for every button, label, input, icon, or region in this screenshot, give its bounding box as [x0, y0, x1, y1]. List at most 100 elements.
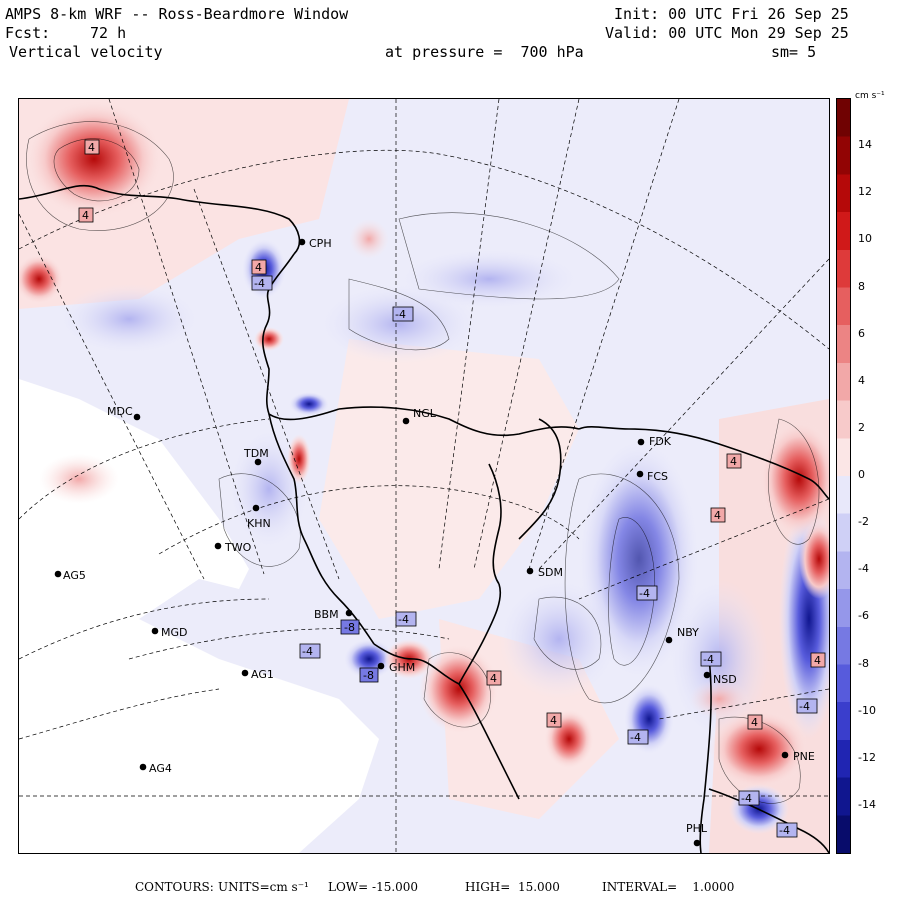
init-time: Init: 00 UTC Fri 26 Sep 25 — [614, 5, 849, 23]
station-ag1[interactable]: AG1 — [241, 668, 274, 681]
svg-text:4: 4 — [751, 716, 758, 729]
ascent-blob-1 — [319, 284, 479, 364]
svg-text:PNE: PNE — [793, 750, 815, 763]
descent-blob-4 — [759, 419, 829, 539]
warm-region-central — [319, 339, 579, 619]
contour-label: -8 — [340, 619, 360, 635]
colorbar-tick: -12 — [858, 750, 876, 764]
svg-text:4: 4 — [550, 714, 557, 727]
svg-text:4: 4 — [714, 509, 721, 522]
forecast-hour: 72 h — [90, 24, 127, 42]
svg-text:PHL: PHL — [686, 822, 708, 835]
station-mgd[interactable]: MGD — [151, 626, 188, 639]
contour-label: -4 — [627, 729, 649, 745]
contour-label: 4 — [251, 259, 267, 275]
station-markers: CPH MDC NGL FDK TDM FCS KHN TWO AG5 SDM … — [54, 237, 815, 847]
descent-blob-12 — [39, 454, 119, 504]
contour-label: -4 — [636, 585, 658, 601]
svg-text:-8: -8 — [363, 669, 374, 682]
colorbar-tick: -10 — [858, 703, 876, 717]
svg-text:MDC: MDC — [107, 405, 133, 418]
contour-label: -4 — [796, 698, 818, 714]
svg-text:-4: -4 — [398, 613, 409, 626]
descent-blob-9 — [254, 327, 284, 351]
station-nby[interactable]: NBY — [665, 626, 699, 644]
svg-text:NGL: NGL — [413, 407, 437, 420]
colorbar-tick: -6 — [858, 609, 869, 623]
svg-text:-4: -4 — [799, 700, 810, 713]
station-ghm[interactable]: GHM — [377, 661, 416, 674]
station-fcs[interactable]: FCS — [636, 470, 668, 483]
svg-text:AG5: AG5 — [63, 569, 86, 582]
svg-text:4: 4 — [490, 672, 497, 685]
svg-text:-8: -8 — [344, 621, 355, 634]
descent-blob-10 — [689, 679, 749, 719]
contour-label: -4 — [700, 651, 722, 667]
contour-label: 4 — [84, 139, 100, 155]
svg-text:KHN: KHN — [247, 517, 271, 530]
station-mdc[interactable]: MDC — [107, 405, 141, 421]
svg-text:NSD: NSD — [713, 673, 737, 686]
colorbar-tick: 10 — [858, 232, 872, 246]
descent-blob-13 — [799, 519, 829, 599]
station-ag4[interactable]: AG4 — [139, 762, 172, 775]
svg-text:NBY: NBY — [677, 626, 699, 639]
station-khn[interactable]: KHN — [247, 504, 271, 530]
colorbar-unit: cm s⁻¹ — [855, 91, 885, 101]
ascent-blob-13 — [59, 284, 199, 354]
svg-text:AG4: AG4 — [149, 762, 172, 775]
colorbar-tick: -8 — [858, 656, 869, 670]
station-sdm[interactable]: SDM — [526, 566, 563, 579]
colorbar-tick: 4 — [858, 373, 865, 387]
colorbar-tick: 6 — [858, 326, 865, 340]
svg-text:4: 4 — [82, 209, 89, 222]
station-cph[interactable]: CPH — [298, 237, 332, 250]
contours-label: CONTOURS: — [135, 880, 214, 894]
svg-text:TDM: TDM — [243, 447, 269, 460]
contour-units: UNITS=cm s⁻¹ — [218, 880, 309, 894]
map-title: AMPS 8-km WRF -- Ross-Beardmore Window — [5, 5, 349, 23]
contour-label: 4 — [726, 453, 742, 469]
station-two[interactable]: TWO — [214, 541, 252, 554]
svg-text:-4: -4 — [639, 587, 650, 600]
contour-label: -4 — [392, 306, 414, 322]
contour-low: LOW= -15.000 — [328, 880, 419, 894]
descent-blob-1 — [24, 99, 164, 219]
missing-data-area — [19, 379, 379, 853]
colorbar-tick: -2 — [858, 515, 869, 529]
svg-text:TWO: TWO — [224, 541, 252, 554]
descent-blob-3 — [349, 219, 389, 259]
station-ag5[interactable]: AG5 — [54, 569, 86, 582]
station-fdk[interactable]: FDK — [637, 435, 672, 448]
contour-label: 4 — [78, 207, 94, 223]
descent-blob-2 — [19, 254, 64, 304]
contour-label: 4 — [810, 652, 826, 668]
colorbar-tick: 12 — [858, 185, 872, 199]
contour-label: 4 — [486, 670, 502, 686]
contour-label: -4 — [395, 611, 417, 627]
svg-text:GHM: GHM — [389, 661, 415, 674]
svg-text:CPH: CPH — [309, 237, 332, 250]
map-panel[interactable]: CPH MDC NGL FDK TDM FCS KHN TWO AG5 SDM … — [18, 98, 830, 854]
station-tdm[interactable]: TDM — [243, 447, 269, 466]
colorbar-tick: 14 — [858, 138, 872, 152]
station-bbm[interactable]: BBM — [314, 608, 353, 621]
svg-text:-4: -4 — [395, 308, 406, 321]
colorbar-tick: 2 — [858, 420, 865, 434]
svg-text:FDK: FDK — [649, 435, 672, 448]
station-ngl[interactable]: NGL — [402, 407, 437, 425]
svg-text:-4: -4 — [703, 653, 714, 666]
colorbar-tick: -14 — [858, 797, 876, 811]
station-phl[interactable]: PHL — [686, 822, 708, 847]
contour-label: -8 — [359, 667, 379, 683]
field-name: Vertical velocity — [9, 43, 163, 61]
forecast-label: Fcst: — [5, 24, 51, 42]
svg-text:-4: -4 — [254, 277, 265, 290]
svg-text:4: 4 — [730, 455, 737, 468]
vertical-velocity-map: CPH MDC NGL FDK TDM FCS KHN TWO AG5 SDM … — [19, 99, 829, 853]
station-pne[interactable]: PNE — [781, 750, 815, 763]
contour-label: 4 — [546, 712, 562, 728]
station-nsd[interactable]: NSD — [703, 671, 737, 686]
contour-label: -4 — [738, 790, 760, 806]
svg-text:4: 4 — [255, 261, 262, 274]
